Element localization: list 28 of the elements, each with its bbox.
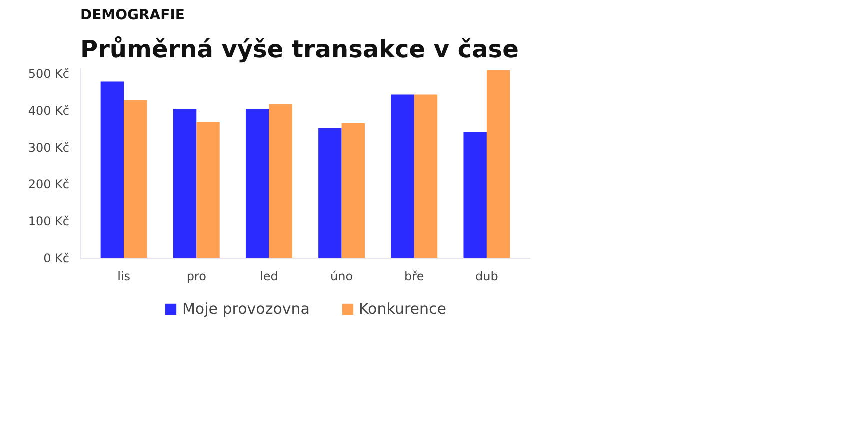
x-tick-label: lis — [118, 270, 131, 284]
x-tick-label: dub — [476, 270, 498, 284]
x-tick-label: led — [260, 270, 278, 284]
bar — [269, 104, 292, 258]
y-tick-label: 0 Kč — [44, 252, 70, 266]
bar — [124, 100, 148, 258]
bar — [464, 132, 487, 258]
x-tick-label: úno — [330, 270, 354, 284]
y-tick-label: 200 Kč — [28, 178, 70, 192]
bar — [100, 82, 124, 258]
y-tick-label: 300 Kč — [28, 140, 70, 155]
y-tick-label: 400 Kč — [28, 104, 70, 118]
legend-label: Konkurence — [358, 300, 447, 318]
bar — [173, 109, 197, 258]
bar — [391, 94, 414, 258]
bar — [414, 94, 438, 258]
x-tick-label: bře — [404, 270, 424, 284]
bar — [486, 70, 510, 258]
y-tick-label: 500 Kč — [28, 67, 70, 82]
bar — [196, 122, 220, 258]
bar — [342, 123, 366, 258]
legend-label: Moje provozovna — [182, 300, 310, 318]
y-tick-label: 100 Kč — [28, 214, 70, 229]
x-tick-label: pro — [186, 270, 206, 284]
bar — [318, 128, 342, 258]
chart-subtitle: DEMOGRAFIE — [80, 8, 185, 24]
chart-title: Průměrná výše transakce v čase — [80, 36, 519, 64]
bar — [246, 109, 270, 258]
